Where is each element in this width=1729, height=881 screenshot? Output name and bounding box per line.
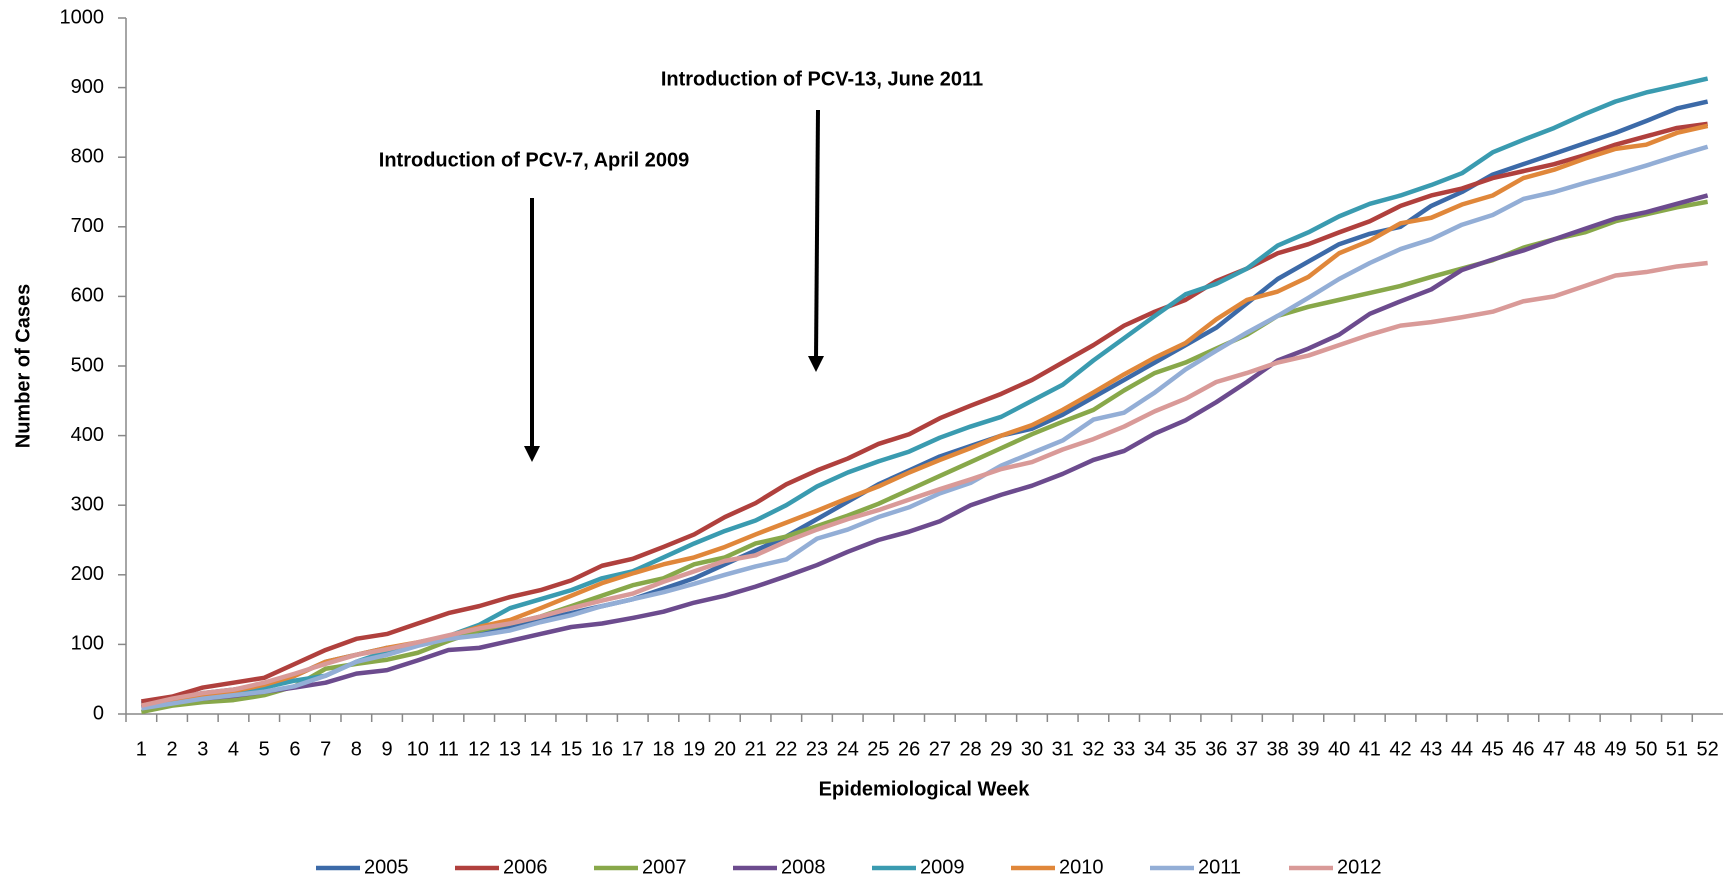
y-tick-label: 700 bbox=[71, 215, 104, 237]
x-tick-label: 22 bbox=[775, 738, 797, 760]
line-series bbox=[141, 193, 1709, 710]
x-tick-label: 17 bbox=[622, 738, 644, 760]
y-tick-label: 600 bbox=[71, 285, 104, 307]
y-tick-label: 900 bbox=[71, 76, 104, 98]
x-tick-label: 35 bbox=[1174, 738, 1196, 760]
x-tick-label: 8 bbox=[351, 738, 362, 760]
x-tick-label: 34 bbox=[1144, 738, 1166, 760]
legend-label: 2012 bbox=[1337, 856, 1382, 878]
arrow bbox=[814, 109, 820, 361]
x-tick-label: 10 bbox=[407, 738, 429, 760]
arrow-head bbox=[524, 446, 540, 462]
x-tick-label: 15 bbox=[560, 738, 582, 760]
y-tick-label: 800 bbox=[71, 145, 104, 167]
y-tick-label: 200 bbox=[71, 563, 104, 585]
x-tick-label: 32 bbox=[1082, 738, 1104, 760]
legend-label: 2007 bbox=[642, 856, 687, 878]
x-tick-label: 3 bbox=[197, 738, 208, 760]
y-tick-label: 1000 bbox=[60, 6, 105, 28]
y-tick-label: 400 bbox=[71, 424, 104, 446]
annotation: Introduction of PCV-7, April 2009 bbox=[379, 149, 689, 171]
y-tick-label: 0 bbox=[93, 702, 104, 724]
x-tick-label: 41 bbox=[1359, 738, 1381, 760]
x-tick-label: 9 bbox=[381, 738, 392, 760]
line-series bbox=[141, 99, 1709, 706]
x-tick-label: 28 bbox=[959, 738, 981, 760]
line-series bbox=[140, 76, 1709, 710]
y-tick-label: 100 bbox=[71, 633, 104, 655]
x-tick-label: 4 bbox=[228, 738, 239, 760]
legend-label: 2008 bbox=[781, 856, 826, 878]
y-axis-title: Number of Cases bbox=[12, 284, 34, 449]
legend-label: 2005 bbox=[364, 856, 409, 878]
x-tick-label: 16 bbox=[591, 738, 613, 760]
x-tick-label: 47 bbox=[1543, 738, 1565, 760]
y-tick-label: 500 bbox=[71, 354, 104, 376]
x-tick-label: 51 bbox=[1666, 738, 1688, 760]
x-tick-label: 44 bbox=[1451, 738, 1473, 760]
x-tick-label: 43 bbox=[1420, 738, 1442, 760]
x-tick-label: 49 bbox=[1604, 738, 1626, 760]
line-series bbox=[141, 144, 1709, 711]
line-series bbox=[141, 121, 1708, 704]
arrow-head bbox=[808, 356, 824, 372]
legend-label: 2009 bbox=[920, 856, 965, 878]
x-tick-label: 48 bbox=[1574, 738, 1596, 760]
x-tick-label: 21 bbox=[744, 738, 766, 760]
x-tick-label: 31 bbox=[1052, 738, 1074, 760]
x-tick-label: 37 bbox=[1236, 738, 1258, 760]
x-tick-label: 50 bbox=[1635, 738, 1657, 760]
x-tick-label: 45 bbox=[1482, 738, 1504, 760]
legend-label: 2011 bbox=[1198, 856, 1241, 878]
annotation: Introduction of PCV-13, June 2011 bbox=[661, 68, 983, 90]
x-axis-title: Epidemiological Week bbox=[819, 778, 1031, 800]
x-tick-label: 40 bbox=[1328, 738, 1350, 760]
x-tick-label: 29 bbox=[990, 738, 1012, 760]
x-tick-label: 39 bbox=[1297, 738, 1319, 760]
x-tick-label: 42 bbox=[1389, 738, 1411, 760]
x-tick-label: 46 bbox=[1512, 738, 1534, 760]
x-tick-label: 27 bbox=[929, 738, 951, 760]
x-tick-label: 26 bbox=[898, 738, 920, 760]
legend-label: 2010 bbox=[1059, 856, 1104, 878]
x-tick-label: 13 bbox=[499, 738, 521, 760]
x-tick-label: 52 bbox=[1697, 738, 1719, 760]
x-tick-label: 38 bbox=[1267, 738, 1289, 760]
x-tick-label: 12 bbox=[468, 738, 490, 760]
x-tick-label: 14 bbox=[529, 738, 551, 760]
x-tick-label: 19 bbox=[683, 738, 705, 760]
line-series bbox=[140, 260, 1708, 708]
x-tick-label: 24 bbox=[837, 738, 859, 760]
x-tick-label: 25 bbox=[867, 738, 889, 760]
x-tick-label: 5 bbox=[259, 738, 270, 760]
x-tick-label: 18 bbox=[652, 738, 674, 760]
y-tick-label: 300 bbox=[71, 493, 104, 515]
x-tick-label: 7 bbox=[320, 738, 331, 760]
x-tick-label: 30 bbox=[1021, 738, 1043, 760]
x-tick-label: 11 bbox=[438, 738, 459, 760]
legend-label: 2006 bbox=[503, 856, 548, 878]
x-tick-label: 1 bbox=[136, 738, 147, 760]
line-series bbox=[140, 123, 1709, 708]
x-tick-label: 23 bbox=[806, 738, 828, 760]
x-tick-label: 6 bbox=[289, 738, 300, 760]
x-tick-label: 20 bbox=[714, 738, 736, 760]
line-series bbox=[140, 199, 1709, 715]
x-tick-label: 33 bbox=[1113, 738, 1135, 760]
x-tick-label: 2 bbox=[167, 738, 178, 760]
x-tick-label: 36 bbox=[1205, 738, 1227, 760]
